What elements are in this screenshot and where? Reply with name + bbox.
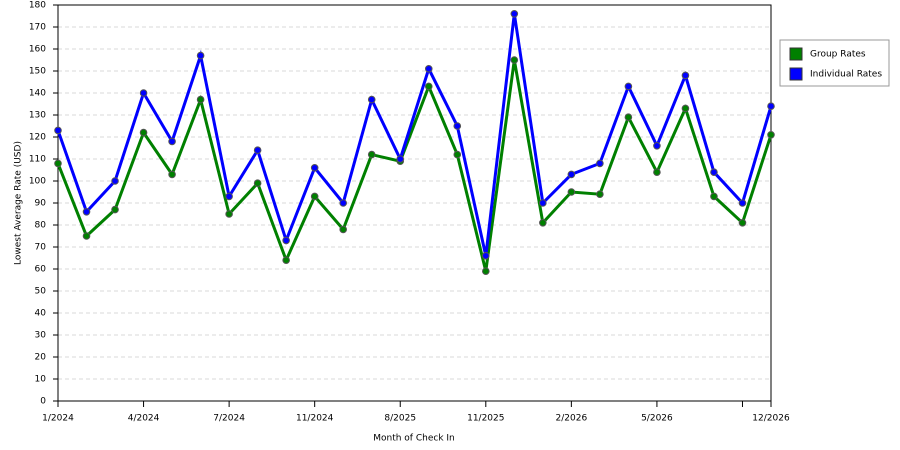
y-tick-label: 10 — [35, 375, 47, 385]
point — [253, 179, 262, 187]
point — [567, 188, 576, 196]
point — [367, 95, 376, 104]
point — [510, 10, 519, 18]
point — [738, 219, 747, 227]
x-tick-label: 7/2024 — [213, 414, 245, 424]
point — [139, 128, 148, 137]
point — [710, 168, 718, 176]
point — [510, 56, 519, 64]
point — [624, 113, 633, 121]
point — [225, 210, 233, 218]
point — [310, 164, 319, 172]
point — [482, 267, 490, 276]
point — [367, 150, 376, 159]
y-tick-label: 170 — [29, 23, 46, 33]
point — [54, 126, 62, 135]
point — [168, 137, 176, 146]
point — [339, 225, 348, 234]
y-tick-label: 0 — [40, 397, 46, 407]
point — [82, 208, 91, 216]
point — [424, 65, 433, 73]
series-line — [56, 59, 773, 272]
point — [282, 236, 290, 245]
point — [453, 122, 462, 130]
y-tick-label: 30 — [35, 331, 47, 341]
point — [653, 142, 661, 150]
point — [424, 82, 433, 91]
point — [168, 170, 176, 179]
y-tick-label: 20 — [35, 353, 47, 363]
point — [225, 192, 233, 201]
x-tick-label: 5/2026 — [641, 414, 673, 424]
point — [653, 168, 661, 176]
point — [310, 192, 319, 201]
point — [539, 199, 547, 207]
point — [196, 51, 205, 60]
point — [710, 192, 718, 201]
point — [681, 71, 690, 80]
plot-frame — [57, 4, 772, 402]
x-tick-label: 2/2026 — [556, 414, 588, 424]
y-tick-label: 180 — [29, 1, 46, 11]
x-tick-label: 11/2024 — [296, 414, 334, 424]
point — [54, 159, 62, 168]
point — [253, 146, 262, 154]
point — [596, 159, 604, 168]
x-tick-label: 11/2025 — [467, 414, 504, 424]
y-tick-label: 140 — [29, 89, 46, 99]
point — [596, 190, 604, 198]
y-tick-label: 130 — [29, 111, 46, 121]
y-tick-label: 160 — [29, 45, 46, 55]
y-tick-label: 120 — [29, 133, 46, 143]
point — [282, 256, 290, 265]
legend-swatch — [789, 67, 803, 81]
y-tick-label: 70 — [35, 243, 47, 253]
y-tick-label: 110 — [29, 155, 46, 165]
y-tick-label: 90 — [35, 199, 47, 209]
point — [624, 82, 633, 91]
series-line — [56, 13, 773, 257]
point — [111, 205, 119, 214]
legend-label: Group Rates — [810, 50, 866, 60]
point — [339, 199, 348, 207]
y-tick-label: 40 — [35, 309, 47, 319]
point — [681, 104, 690, 113]
point — [396, 155, 405, 163]
x-tick-label: 8/2025 — [384, 414, 416, 424]
x-tick-label: 1/2024 — [42, 414, 74, 424]
y-tick-label: 50 — [35, 287, 47, 297]
y-tick-label: 100 — [29, 177, 46, 187]
x-axis-title: Month of Check In — [373, 434, 455, 444]
legend-swatch — [789, 47, 803, 61]
y-tick-label: 150 — [29, 67, 46, 77]
point — [767, 131, 775, 139]
point — [196, 95, 205, 104]
point — [567, 170, 576, 179]
point — [139, 89, 148, 97]
point — [482, 252, 490, 260]
point — [82, 232, 91, 240]
y-tick-label: 60 — [35, 265, 47, 275]
legend-label: Individual Rates — [810, 70, 882, 80]
point — [767, 102, 775, 110]
y-tick-label: 80 — [35, 221, 47, 231]
point — [738, 199, 747, 207]
x-tick-label: 4/2024 — [128, 414, 160, 424]
point — [111, 177, 119, 185]
point — [453, 150, 462, 159]
point — [539, 219, 547, 227]
x-tick-label: 12/2026 — [752, 414, 790, 424]
y-axis-title: Lowest Average Rate (USD) — [14, 141, 24, 265]
